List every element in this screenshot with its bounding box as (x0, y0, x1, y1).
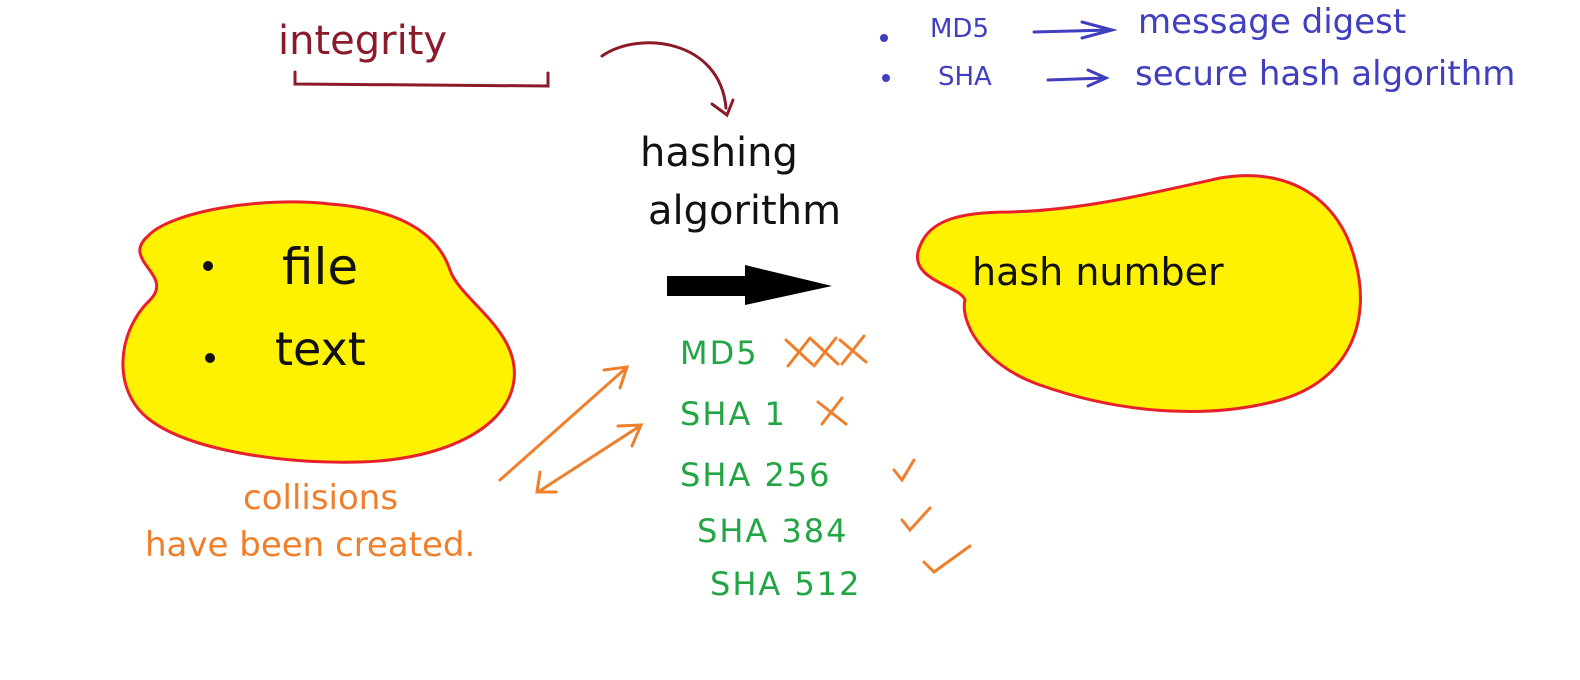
curved-arrow-head (710, 98, 735, 118)
bullet-text (205, 353, 215, 363)
definition-abbr-md5: MD5 (930, 14, 989, 44)
algorithm-item: SHA 256 (680, 456, 832, 494)
definition-meaning-sha: secure hash algorithm (1135, 54, 1516, 94)
main-arrow (667, 265, 832, 305)
collision-arrow-md5 (498, 365, 630, 482)
sha384-check-mark (900, 506, 932, 533)
integrity-bracket (293, 70, 550, 88)
input-item-file: file (282, 238, 359, 296)
hashing-label: hashing (640, 130, 798, 176)
def-bullet-sha (882, 74, 890, 82)
collisions-note-line2: have been created. (145, 525, 476, 565)
md5-cross-marks (784, 334, 868, 368)
def-arrow-sha (1046, 68, 1110, 88)
input-item-text: text (275, 322, 366, 376)
sha512-check-mark (922, 544, 972, 574)
algorithm-label: algorithm (648, 188, 842, 234)
sha1-cross-mark (816, 396, 848, 426)
algorithm-item: SHA 1 (680, 395, 787, 433)
output-hash-number: hash number (972, 250, 1224, 294)
algorithm-item: MD5 (680, 334, 759, 372)
def-arrow-md5 (1032, 20, 1118, 40)
algorithm-item: SHA 512 (710, 565, 862, 603)
sha256-check-mark (892, 458, 916, 483)
bullet-file (203, 261, 213, 271)
integrity-heading: integrity (278, 18, 448, 64)
collisions-note-line1: collisions (243, 478, 399, 518)
output-blob (916, 174, 1362, 414)
definition-meaning-md5: message digest (1138, 2, 1407, 42)
def-bullet-md5 (880, 34, 888, 42)
collision-arrow-sha1 (535, 423, 644, 494)
curved-arrow (600, 41, 728, 110)
algorithm-item: SHA 384 (697, 512, 849, 550)
definition-abbr-sha: SHA (938, 62, 992, 92)
input-blob (121, 200, 516, 464)
